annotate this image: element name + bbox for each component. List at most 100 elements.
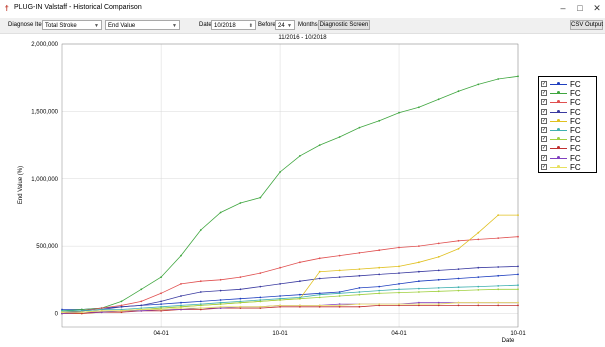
data-point (477, 266, 480, 269)
legend-marker (557, 118, 560, 122)
app-logo-icon: ϯ (5, 4, 9, 13)
data-point (477, 231, 480, 234)
data-point (517, 273, 519, 276)
legend-checkbox[interactable]: ✓ (541, 117, 547, 124)
data-point (477, 304, 480, 307)
legend-item[interactable]: ✓ FC (541, 89, 597, 98)
legend-marker (557, 109, 560, 113)
data-point (219, 299, 222, 301)
legend-marker (557, 100, 560, 104)
data-point (497, 78, 500, 80)
data-point (457, 301, 460, 304)
data-point (418, 261, 420, 264)
data-point (437, 278, 440, 281)
legend-item[interactable]: ✓ FC (541, 80, 597, 89)
data-point (160, 276, 163, 278)
value-type-select[interactable]: End Value ▼ (105, 20, 180, 30)
legend-checkbox[interactable]: ✓ (541, 81, 547, 87)
legend-item[interactable]: ✓ FC (541, 154, 597, 163)
data-point (477, 276, 480, 278)
data-point (497, 274, 500, 277)
diagnostic-screen-button[interactable]: Diagnostic Screen (318, 20, 370, 30)
data-point (418, 303, 420, 305)
legend-checkbox[interactable]: ✓ (541, 163, 547, 170)
data-point (457, 268, 460, 270)
data-point (180, 283, 182, 285)
data-point (299, 304, 301, 307)
legend-label: FC (570, 80, 581, 89)
legend-checkbox[interactable]: ✓ (541, 145, 547, 152)
data-point (437, 287, 440, 289)
diagnose-item-label: Diagnose Item (8, 22, 47, 28)
data-point (477, 301, 480, 304)
data-point (279, 171, 281, 173)
legend-checkbox[interactable]: ✓ (541, 154, 547, 161)
csv-output-button[interactable]: CSV Output (570, 20, 604, 30)
legend-marker (557, 91, 560, 95)
data-point (497, 214, 500, 217)
data-point (318, 277, 321, 280)
value-type-value: End Value (108, 23, 136, 29)
chart-subtitle: 11/2016 - 10/2018 (278, 35, 327, 41)
legend-item[interactable]: ✓ FC (541, 117, 597, 126)
y-tick-label: 0 (55, 312, 59, 318)
data-point (358, 268, 361, 270)
data-point (140, 288, 143, 291)
data-point (219, 305, 222, 308)
legend-label: FC (570, 153, 581, 163)
legend-item[interactable]: ✓ FC (541, 98, 597, 107)
data-point (140, 304, 143, 307)
legend-checkbox[interactable]: ✓ (541, 90, 547, 97)
legend-label: FC (570, 162, 581, 172)
series-line-2 (61, 75, 519, 312)
data-point (279, 304, 281, 307)
data-point (299, 296, 301, 299)
maximize-button[interactable]: □ (577, 3, 583, 13)
data-point (517, 75, 519, 78)
data-point (457, 277, 460, 280)
series-line-8 (62, 304, 518, 314)
axis-ticks: 0 500,000 1,000,000 1,500,000 2,000,000 04-01… (31, 42, 526, 337)
spinner-icon: ⬍ (248, 23, 253, 29)
legend-item[interactable]: ✓ FC (541, 144, 597, 153)
x-tick-label: 10-01 (510, 331, 526, 337)
data-point (199, 307, 202, 309)
months-label: Months (298, 22, 318, 28)
data-point (457, 304, 460, 307)
data-point (338, 305, 341, 308)
legend-checkbox[interactable]: ✓ (541, 99, 547, 106)
months-select[interactable]: 24 ▼ (275, 20, 295, 30)
series-line-6 (62, 284, 519, 312)
data-point (318, 270, 321, 273)
close-button[interactable]: ✕ (593, 3, 601, 13)
data-point (160, 300, 163, 303)
data-point (318, 144, 321, 147)
legend-checkbox[interactable]: ✓ (541, 108, 547, 115)
minimize-button[interactable]: – (560, 3, 566, 13)
legend-item[interactable]: ✓ FC (541, 135, 597, 144)
date-spinner[interactable]: 10/2018 ⬍ (211, 20, 256, 30)
data-point (437, 98, 440, 101)
x-tick-label: 04-01 (391, 331, 407, 337)
data-point (239, 307, 242, 309)
data-point (199, 304, 202, 307)
data-point (219, 307, 222, 309)
diagnose-item-select[interactable]: Total Stroke ▼ (42, 20, 102, 30)
data-point (437, 269, 440, 272)
data-point (358, 305, 361, 308)
data-point (497, 288, 500, 291)
legend-item[interactable]: ✓ FC (541, 126, 597, 135)
legend-item[interactable]: ✓ FC (541, 163, 597, 172)
legend-item[interactable]: ✓ FC (541, 108, 597, 117)
data-point (160, 309, 163, 312)
diagnose-item-value: Total Stroke (45, 23, 77, 29)
chart-grid (62, 43, 519, 327)
data-point (338, 295, 341, 297)
legend-checkbox[interactable]: ✓ (541, 127, 547, 133)
y-tick-label: 500,000 (36, 244, 58, 250)
data-point (180, 295, 182, 297)
data-point (398, 272, 400, 274)
data-point (239, 297, 242, 300)
legend-checkbox[interactable]: ✓ (541, 136, 547, 143)
data-point (418, 301, 420, 304)
